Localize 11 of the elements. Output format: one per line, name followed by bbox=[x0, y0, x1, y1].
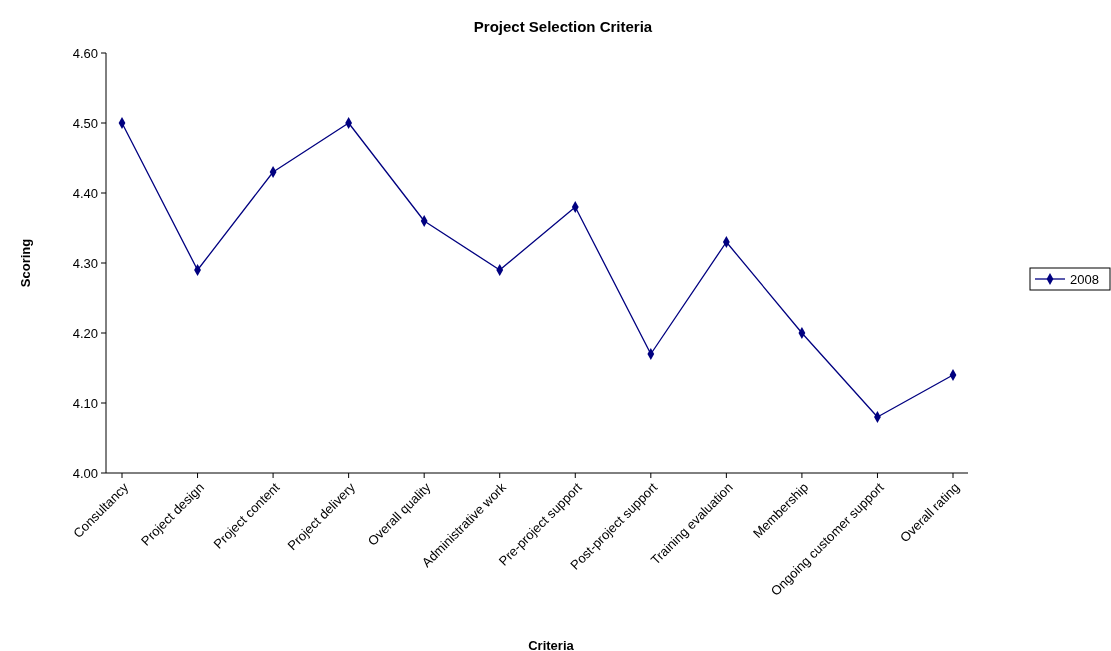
y-tick-label: 4.20 bbox=[72, 325, 98, 341]
y-tick-label: 4.00 bbox=[72, 465, 98, 481]
y-axis-title: Scoring bbox=[18, 238, 33, 288]
y-tick-label: 4.10 bbox=[72, 395, 98, 411]
y-tick-label: 4.40 bbox=[72, 185, 98, 201]
y-tick-label: 4.60 bbox=[72, 45, 98, 61]
y-tick-label: 4.50 bbox=[72, 115, 98, 131]
y-tick-label: 4.30 bbox=[72, 255, 98, 271]
chart-title: Project Selection Criteria bbox=[473, 18, 653, 35]
x-axis-title: Criteria bbox=[528, 638, 575, 651]
legend-label: 2008 bbox=[1070, 271, 1099, 287]
